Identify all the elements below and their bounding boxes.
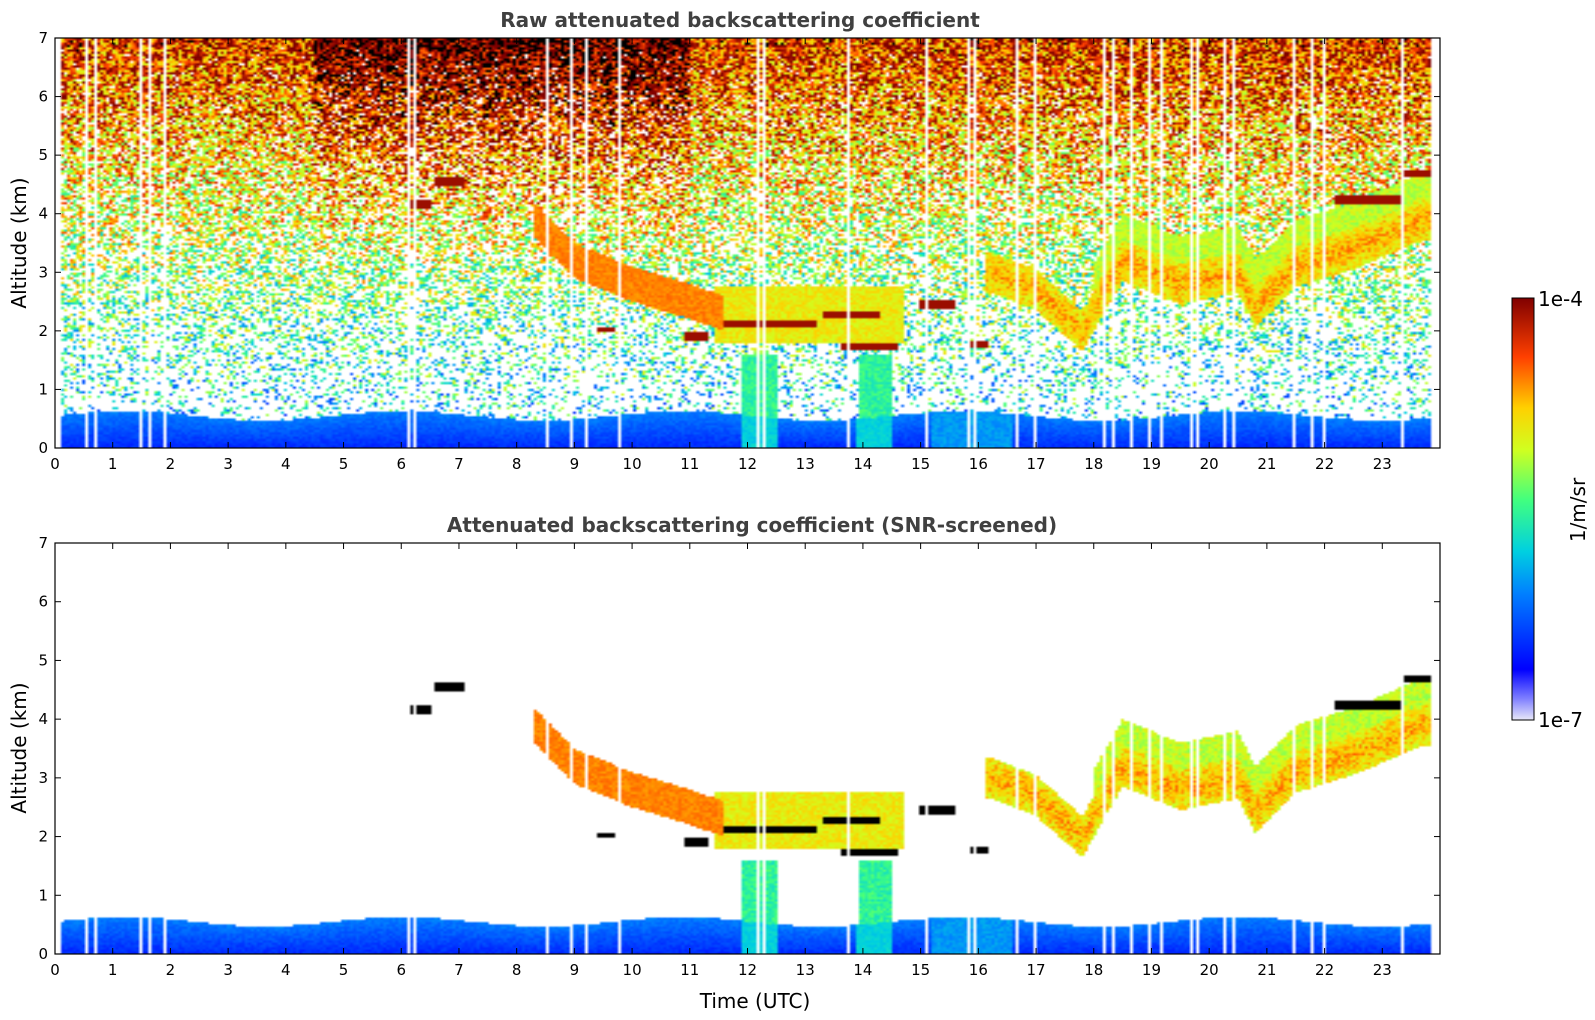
bottom-x-tick-label: 7 <box>454 961 464 979</box>
top-x-tick-label: 8 <box>512 455 522 473</box>
bottom-x-tick-label: 22 <box>1315 961 1334 979</box>
colorbar: 1e-4 1e-7 1/m/sr <box>1511 287 1590 732</box>
bottom-y-tick-label: 6 <box>38 593 48 611</box>
bottom-x-tick-label: 17 <box>1026 961 1045 979</box>
bottom-x-tick-label: 2 <box>166 961 176 979</box>
bottom-x-tick-label: 20 <box>1200 961 1219 979</box>
top-y-tick-label: 7 <box>38 29 48 47</box>
bottom-x-tick-label: 3 <box>223 961 233 979</box>
top-x-tick-label: 5 <box>339 455 349 473</box>
bottom-y-tick-label: 2 <box>38 828 48 846</box>
top-y-axis-label: Altitude (km) <box>7 177 31 308</box>
top-x-tick-label: 11 <box>680 455 699 473</box>
bottom-x-tick-label: 12 <box>738 961 757 979</box>
top-y-tick-label: 2 <box>38 322 48 340</box>
top-plot-area <box>54 37 1441 449</box>
bottom-y-ticks: 0 1 2 3 4 5 6 7 <box>38 534 1440 963</box>
top-x-tick-label: 17 <box>1026 455 1045 473</box>
bottom-plot-area <box>54 542 1441 955</box>
top-x-tick-label: 10 <box>623 455 642 473</box>
bottom-x-tick-label: 13 <box>796 961 815 979</box>
top-x-tick-label: 3 <box>223 455 233 473</box>
top-x-tick-label: 23 <box>1373 455 1392 473</box>
top-x-tick-label: 7 <box>454 455 464 473</box>
bottom-y-tick-label: 3 <box>38 769 48 787</box>
bottom-x-tick-label: 18 <box>1084 961 1103 979</box>
bottom-x-tick-label: 15 <box>911 961 930 979</box>
bottom-x-tick-label: 14 <box>853 961 872 979</box>
top-panel: Raw attenuated backscattering coefficien… <box>7 8 1441 473</box>
x-axis-label: Time (UTC) <box>699 989 811 1013</box>
bottom-x-ticks: 0 1 2 3 4 5 6 7 8 9 10 11 12 13 14 15 16 17 18 19 20 21 22 23 <box>50 543 1392 979</box>
top-x-tick-label: 0 <box>50 455 60 473</box>
top-y-tick-label: 4 <box>38 205 48 223</box>
bottom-x-tick-label: 11 <box>680 961 699 979</box>
colorbar-gradient <box>1511 297 1535 721</box>
top-y-ticks: 0 1 2 3 4 5 6 7 <box>38 29 1440 457</box>
top-x-tick-label: 9 <box>570 455 580 473</box>
top-x-tick-label: 2 <box>166 455 176 473</box>
bottom-x-tick-label: 16 <box>969 961 988 979</box>
colorbar-min-label: 1e-7 <box>1538 708 1583 732</box>
top-x-tick-label: 1 <box>108 455 118 473</box>
bottom-y-tick-label: 0 <box>38 945 48 963</box>
bottom-x-tick-label: 10 <box>623 961 642 979</box>
top-x-tick-label: 22 <box>1315 455 1334 473</box>
bottom-x-tick-label: 23 <box>1373 961 1392 979</box>
bottom-y-tick-label: 5 <box>38 651 48 669</box>
top-y-tick-label: 3 <box>38 263 48 281</box>
top-y-tick-label: 1 <box>38 380 48 398</box>
top-x-ticks: 0 1 2 3 4 5 6 7 8 9 10 11 12 13 14 15 16 17 18 19 20 21 22 23 <box>50 38 1392 473</box>
bottom-heatmap <box>55 543 1440 954</box>
bottom-y-tick-label: 1 <box>38 886 48 904</box>
bottom-x-tick-label: 8 <box>512 961 522 979</box>
top-x-tick-label: 19 <box>1142 455 1161 473</box>
bottom-x-tick-label: 0 <box>50 961 60 979</box>
colorbar-max-label: 1e-4 <box>1538 287 1583 311</box>
top-x-tick-label: 6 <box>396 455 406 473</box>
bottom-panel-title: Attenuated backscattering coefficient (S… <box>447 513 1057 537</box>
colorbar-unit-label: 1/m/sr <box>1566 477 1590 542</box>
top-x-tick-label: 18 <box>1084 455 1103 473</box>
top-x-tick-label: 21 <box>1257 455 1276 473</box>
top-x-tick-label: 4 <box>281 455 291 473</box>
top-x-tick-label: 14 <box>853 455 872 473</box>
bottom-x-tick-label: 6 <box>396 961 406 979</box>
bottom-x-tick-label: 1 <box>108 961 118 979</box>
top-x-tick-label: 20 <box>1200 455 1219 473</box>
top-x-tick-label: 13 <box>796 455 815 473</box>
bottom-y-tick-label: 4 <box>38 710 48 728</box>
top-y-tick-label: 0 <box>38 439 48 457</box>
bottom-x-tick-label: 21 <box>1257 961 1276 979</box>
top-x-tick-label: 12 <box>738 455 757 473</box>
bottom-x-tick-label: 5 <box>339 961 349 979</box>
top-x-tick-label: 16 <box>969 455 988 473</box>
bottom-y-axis-label: Altitude (km) <box>7 682 31 813</box>
bottom-x-tick-label: 19 <box>1142 961 1161 979</box>
bottom-x-tick-label: 9 <box>570 961 580 979</box>
top-y-tick-label: 6 <box>38 88 48 106</box>
bottom-y-tick-label: 7 <box>38 534 48 552</box>
bottom-panel: Attenuated backscattering coefficient (S… <box>7 513 1441 1013</box>
top-heatmap <box>55 38 1440 448</box>
top-x-tick-label: 15 <box>911 455 930 473</box>
top-y-tick-label: 5 <box>38 146 48 164</box>
bottom-x-tick-label: 4 <box>281 961 291 979</box>
top-panel-title: Raw attenuated backscattering coefficien… <box>500 8 980 32</box>
